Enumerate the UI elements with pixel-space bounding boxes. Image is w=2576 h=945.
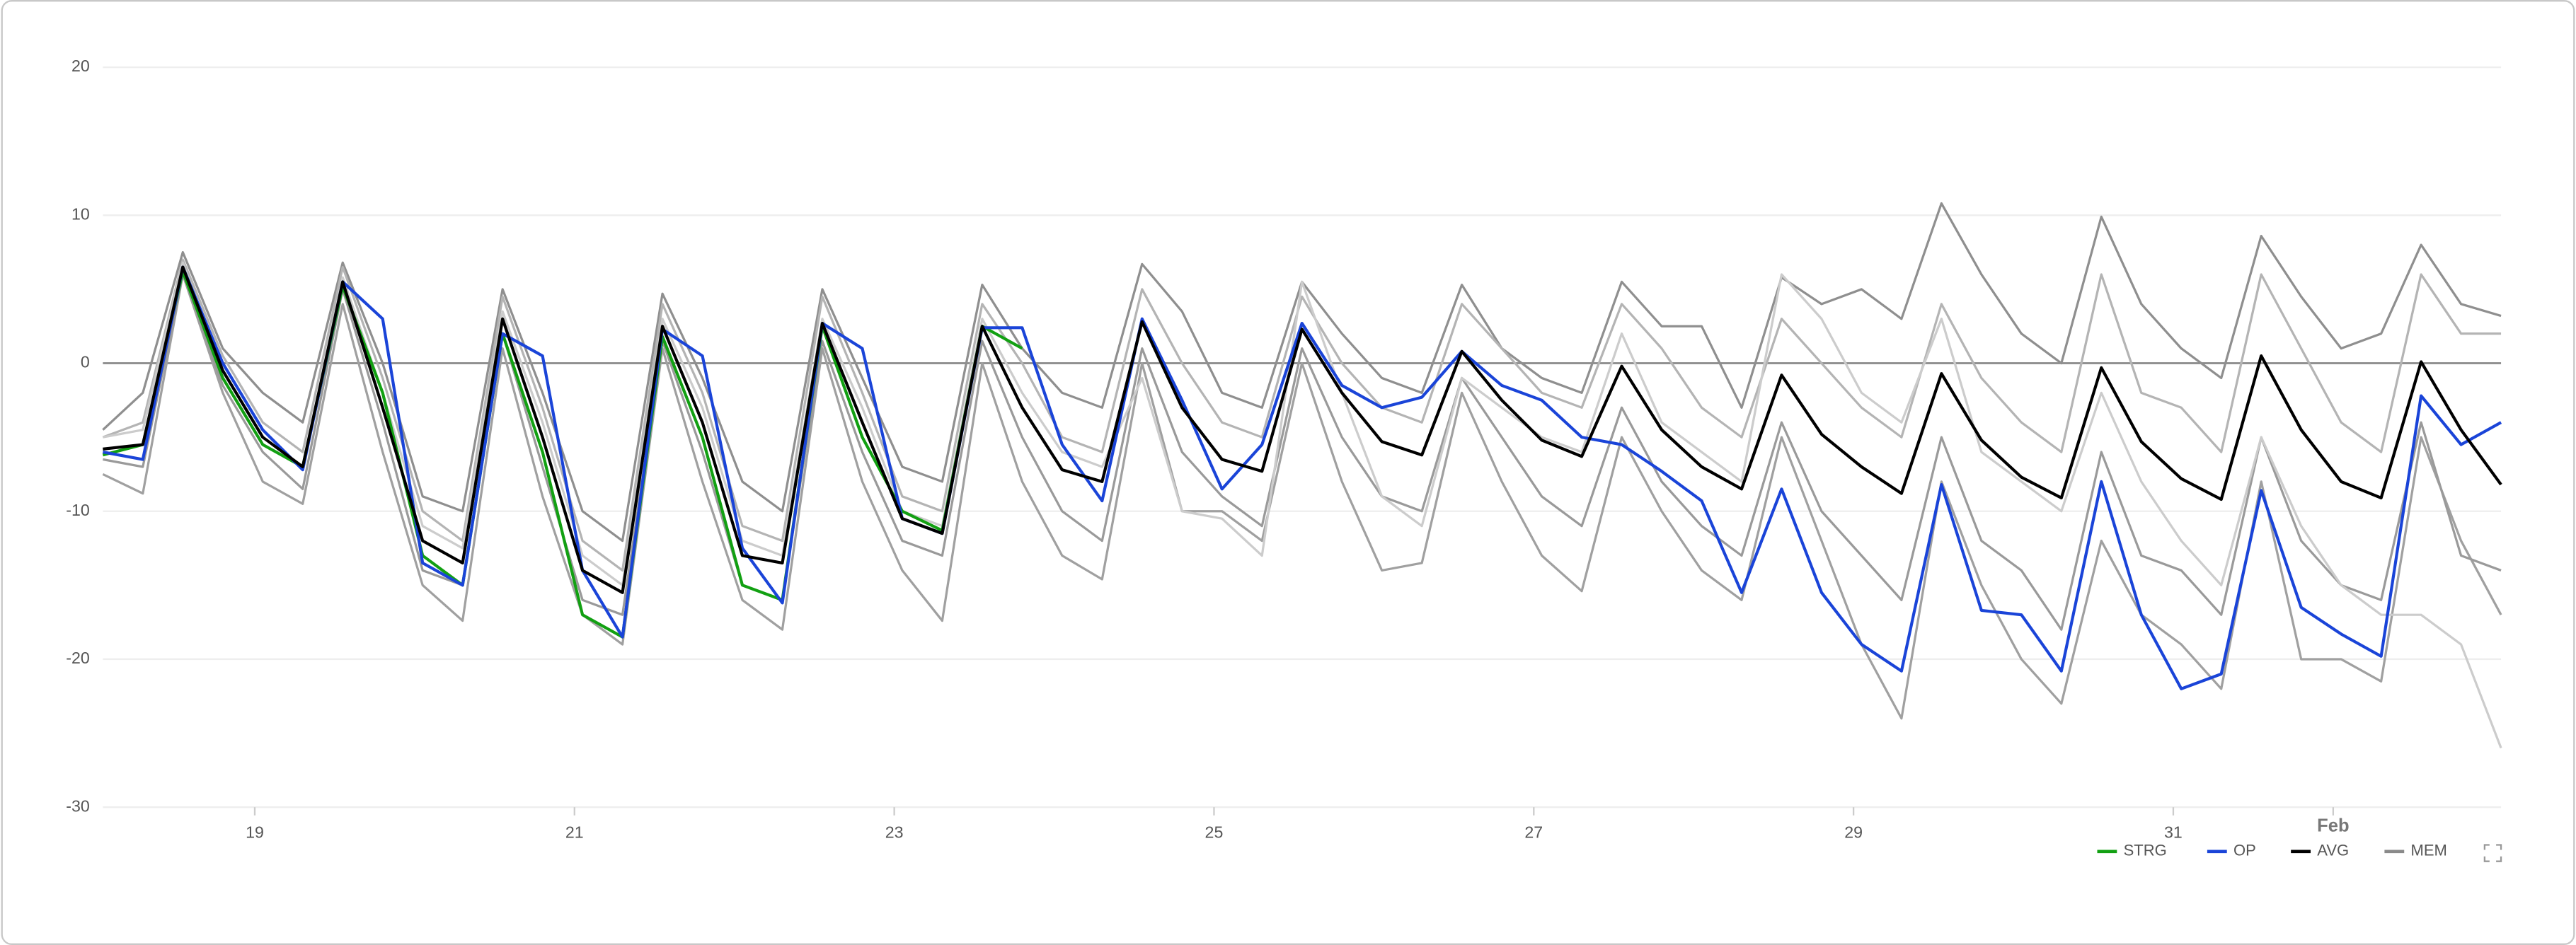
y-tick-label: 10 (71, 204, 90, 223)
y-tick-label: -10 (66, 501, 90, 519)
series-line (102, 269, 1023, 639)
expand-icon-path[interactable] (2483, 844, 2502, 862)
legend-label[interactable]: MEM (2411, 842, 2447, 859)
y-tick-label: -30 (66, 796, 90, 815)
x-tick-label: 21 (565, 823, 584, 841)
y-tick-label: 20 (71, 57, 90, 75)
x-tick-label: 29 (1844, 823, 1863, 841)
y-tick-label: 0 (81, 353, 90, 371)
series-line (102, 265, 2502, 690)
expand-icon[interactable] (2483, 844, 2502, 862)
member-line (102, 273, 2502, 720)
legend-label[interactable]: OP (2233, 842, 2256, 859)
member-line (103, 261, 2502, 749)
x-tick-label: 27 (1524, 823, 1543, 841)
y-tick-label: -20 (66, 649, 90, 667)
member-line (102, 258, 2502, 572)
legend-label[interactable]: STRG (2124, 842, 2167, 859)
x-tick-label: 31 (2164, 823, 2183, 841)
legend-label[interactable]: AVG (2317, 842, 2349, 859)
series-line (103, 265, 2502, 594)
x-tick-label: 23 (885, 823, 904, 841)
x-tick-label: Feb (2317, 816, 2349, 836)
x-tick-label: 25 (1205, 823, 1224, 841)
x-tick-label: 19 (246, 823, 264, 841)
